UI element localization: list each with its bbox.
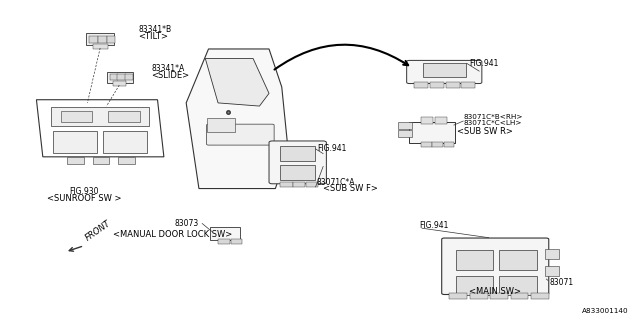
FancyBboxPatch shape [406,60,482,84]
FancyBboxPatch shape [53,131,97,153]
Polygon shape [205,59,269,106]
Text: 83071C*C<LH>: 83071C*C<LH> [463,120,522,126]
FancyBboxPatch shape [61,111,92,122]
FancyBboxPatch shape [449,293,467,299]
FancyBboxPatch shape [490,293,508,299]
FancyBboxPatch shape [280,165,315,180]
Text: <TILT>: <TILT> [138,32,168,41]
FancyBboxPatch shape [499,251,537,270]
Text: 83071: 83071 [549,278,573,287]
FancyBboxPatch shape [118,157,134,164]
Text: <SLIDE>: <SLIDE> [151,71,189,80]
Text: <MANUAL DOOR LOCK SW>: <MANUAL DOOR LOCK SW> [113,230,232,239]
FancyBboxPatch shape [211,227,240,240]
FancyBboxPatch shape [432,142,443,147]
Text: FIG.941: FIG.941 [470,59,499,68]
FancyBboxPatch shape [93,44,108,49]
FancyBboxPatch shape [531,293,548,299]
FancyBboxPatch shape [306,182,318,187]
FancyBboxPatch shape [125,74,133,80]
Text: A833001140: A833001140 [582,308,629,314]
Text: 83071C*B<RH>: 83071C*B<RH> [463,114,523,120]
Text: 83071C*A: 83071C*A [317,178,355,187]
FancyBboxPatch shape [67,157,84,164]
FancyBboxPatch shape [445,82,460,88]
FancyBboxPatch shape [103,131,147,153]
FancyBboxPatch shape [398,122,412,129]
FancyBboxPatch shape [106,36,115,43]
FancyBboxPatch shape [269,141,326,184]
Text: <SUNROOF SW >: <SUNROOF SW > [47,194,122,203]
Text: <MAIN SW>: <MAIN SW> [469,287,521,296]
Text: 83073: 83073 [175,219,199,228]
FancyBboxPatch shape [93,157,109,164]
FancyBboxPatch shape [470,293,488,299]
FancyBboxPatch shape [89,36,98,43]
FancyBboxPatch shape [456,276,493,295]
Text: 83341*B: 83341*B [138,25,172,35]
FancyBboxPatch shape [545,249,559,259]
FancyBboxPatch shape [435,117,447,124]
Polygon shape [36,100,164,157]
FancyBboxPatch shape [409,122,455,142]
FancyBboxPatch shape [106,72,133,83]
FancyBboxPatch shape [413,82,428,88]
FancyBboxPatch shape [86,33,114,45]
FancyBboxPatch shape [398,130,412,137]
FancyBboxPatch shape [109,74,118,80]
FancyBboxPatch shape [444,142,454,147]
Text: <SUB SW R>: <SUB SW R> [457,127,513,136]
FancyBboxPatch shape [442,238,548,294]
Polygon shape [186,49,288,188]
FancyBboxPatch shape [113,81,125,86]
FancyBboxPatch shape [108,111,140,122]
FancyBboxPatch shape [511,293,529,299]
FancyBboxPatch shape [231,239,243,244]
FancyBboxPatch shape [207,118,236,132]
FancyBboxPatch shape [456,251,493,270]
FancyBboxPatch shape [429,82,444,88]
FancyBboxPatch shape [207,124,274,145]
Text: FRONT: FRONT [84,219,113,243]
FancyBboxPatch shape [51,107,149,126]
Text: FIG.930: FIG.930 [70,187,99,196]
Text: FIG.941: FIG.941 [317,144,346,153]
FancyBboxPatch shape [420,142,431,147]
Text: FIG.941: FIG.941 [419,220,448,229]
FancyBboxPatch shape [98,36,106,43]
FancyBboxPatch shape [218,239,230,244]
FancyBboxPatch shape [117,74,125,80]
FancyBboxPatch shape [420,117,433,124]
FancyBboxPatch shape [545,266,559,276]
FancyBboxPatch shape [293,182,305,187]
FancyBboxPatch shape [499,276,537,295]
FancyBboxPatch shape [280,182,292,187]
Text: <SUB SW F>: <SUB SW F> [323,184,378,193]
Text: 83341*A: 83341*A [151,64,184,73]
FancyBboxPatch shape [422,63,466,76]
FancyBboxPatch shape [461,82,476,88]
FancyBboxPatch shape [280,146,315,161]
